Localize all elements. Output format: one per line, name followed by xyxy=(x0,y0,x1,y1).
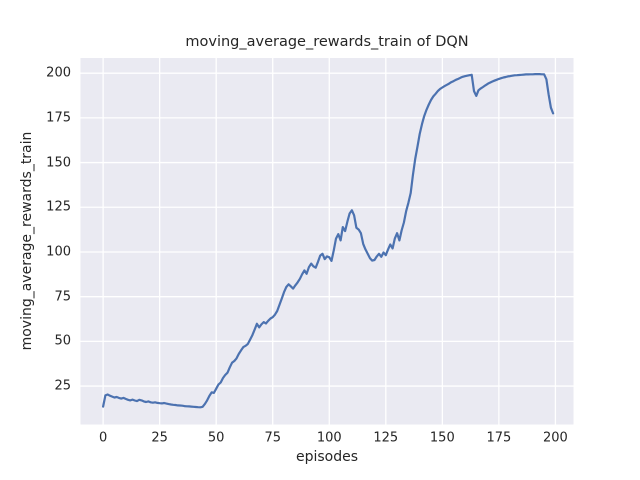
y-tick-label: 150 xyxy=(46,155,71,171)
y-axis-label: moving_average_rewards_train xyxy=(19,131,35,351)
y-tick-label: 200 xyxy=(46,65,71,81)
x-tick-label: 50 xyxy=(207,430,225,445)
x-tick-label: 25 xyxy=(151,430,168,445)
y-tick-label: 175 xyxy=(46,110,71,126)
x-tick-label: 200 xyxy=(542,430,568,445)
x-axis-label: episodes xyxy=(295,449,359,465)
y-tick-label: 50 xyxy=(54,333,71,349)
x-tick-label: 150 xyxy=(429,430,455,445)
series-line xyxy=(101,72,555,409)
x-tick-label: 125 xyxy=(373,430,399,445)
y-tick-label: 25 xyxy=(54,378,71,394)
x-tick-label: 100 xyxy=(316,430,342,445)
y-tick-label: 75 xyxy=(54,289,71,305)
plot-area xyxy=(80,58,574,425)
x-tick-label: 0 xyxy=(98,430,108,445)
y-tick-label: 125 xyxy=(46,199,71,215)
y-tick-label: 100 xyxy=(46,244,71,260)
x-tick-label: 75 xyxy=(264,430,281,445)
x-tick-label: 175 xyxy=(486,430,512,445)
chart-title: moving_average_rewards_train of DQN xyxy=(185,34,469,50)
